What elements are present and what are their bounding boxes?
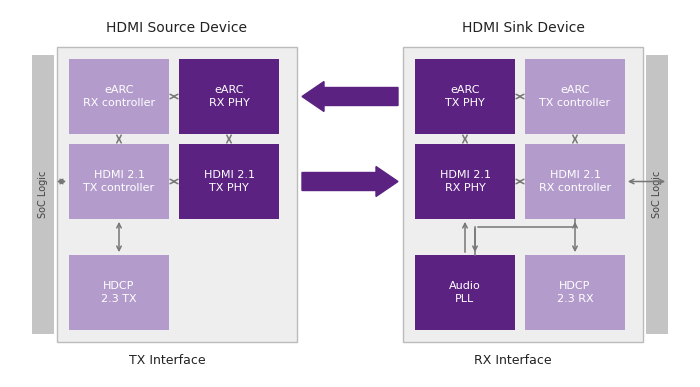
Text: eARC
RX controller: eARC RX controller — [83, 85, 155, 108]
Text: TX Interface: TX Interface — [129, 354, 205, 367]
Bar — [415, 59, 515, 134]
Text: eARC
RX PHY: eARC RX PHY — [209, 85, 249, 108]
Text: Audio
PLL: Audio PLL — [449, 281, 481, 304]
Bar — [403, 47, 643, 342]
Bar — [179, 144, 279, 219]
Text: HDMI Source Device: HDMI Source Device — [106, 21, 248, 35]
Text: SoC Logic: SoC Logic — [38, 171, 48, 218]
Bar — [69, 59, 169, 134]
Bar — [32, 55, 54, 334]
Text: SoC Logic: SoC Logic — [652, 171, 662, 218]
Bar — [69, 144, 169, 219]
Bar — [415, 255, 515, 330]
Text: HDMI 2.1
RX controller: HDMI 2.1 RX controller — [539, 170, 611, 193]
Text: RX Interface: RX Interface — [474, 354, 552, 367]
Text: eARC
TX PHY: eARC TX PHY — [445, 85, 485, 108]
Text: eARC
TX controller: eARC TX controller — [540, 85, 610, 108]
Bar — [415, 144, 515, 219]
Bar — [69, 255, 169, 330]
Text: HDMI Sink Device: HDMI Sink Device — [461, 21, 584, 35]
Bar — [57, 47, 297, 342]
FancyArrow shape — [302, 166, 398, 197]
Text: HDMI 2.1
TX controller: HDMI 2.1 TX controller — [83, 170, 155, 193]
Bar — [525, 255, 625, 330]
Text: HDMI 2.1
TX PHY: HDMI 2.1 TX PHY — [204, 170, 255, 193]
Bar — [525, 59, 625, 134]
Bar — [646, 55, 668, 334]
Text: HDCP
2.3 TX: HDCP 2.3 TX — [102, 281, 136, 304]
Text: HDMI 2.1
RX PHY: HDMI 2.1 RX PHY — [440, 170, 491, 193]
FancyArrow shape — [302, 82, 398, 111]
Bar — [525, 144, 625, 219]
Bar — [179, 59, 279, 134]
Text: HDCP
2.3 RX: HDCP 2.3 RX — [556, 281, 594, 304]
